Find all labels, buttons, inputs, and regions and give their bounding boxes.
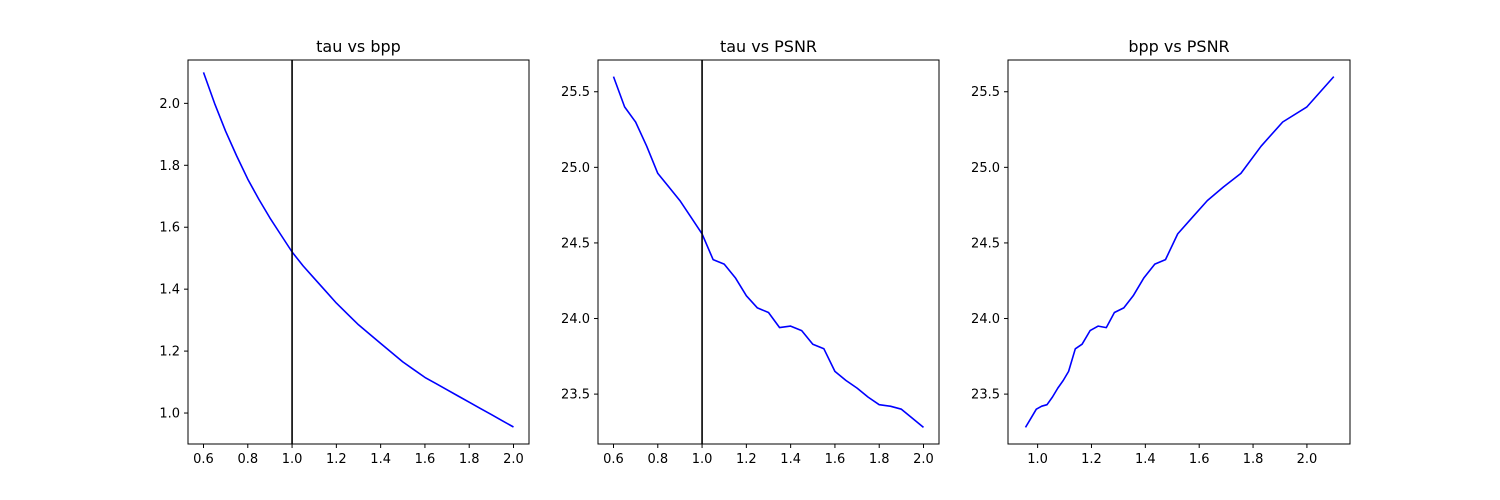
y-tick-label: 2.0 — [159, 97, 180, 112]
subplot-1: tau vs bpp 0.6 0.8 1.0 1.2 1.4 1.6 1.8 2.0 1.0 1.2… — [159, 37, 530, 467]
x-tick-label: 1.8 — [869, 452, 890, 467]
x-tick-label: 1.6 — [1189, 452, 1210, 467]
y-tick-label: 24.5 — [971, 236, 1000, 251]
chart-title: bpp vs PSNR — [1128, 37, 1229, 56]
x-tick-label: 0.8 — [647, 452, 668, 467]
series-line — [612, 76, 925, 429]
subplot-3: bpp vs PSNR 1.0 1.2 1.4 1.6 1.8 2.0 23.5 24.0 24.… — [971, 37, 1351, 467]
x-tick-label: 2.0 — [913, 452, 934, 467]
x-tick-label: 0.8 — [237, 452, 258, 467]
axes-frame — [597, 59, 940, 445]
y-tick-label: 25.0 — [971, 161, 1000, 176]
x-tick-label: 2.0 — [1297, 452, 1318, 467]
y-tick-label: 1.8 — [159, 159, 180, 174]
x-tick-label: 1.4 — [780, 452, 801, 467]
y-tick-label: 24.0 — [561, 312, 590, 327]
x-tick-label: 2.0 — [503, 452, 524, 467]
series-line — [202, 72, 514, 428]
y-tick-label: 23.5 — [561, 388, 590, 403]
y-tick-label: 1.2 — [159, 345, 180, 360]
axes-frame — [187, 59, 530, 445]
x-tick-label: 1.8 — [1243, 452, 1264, 467]
y-tick-label: 25.5 — [971, 85, 1000, 100]
x-tick-label: 1.2 — [326, 452, 347, 467]
chart-title: tau vs PSNR — [720, 37, 817, 56]
x-tick-label: 1.8 — [459, 452, 480, 467]
chart-title: tau vs bpp — [316, 37, 401, 56]
x-tick-label: 1.0 — [692, 452, 713, 467]
x-tick-label: 1.6 — [415, 452, 436, 467]
subplot-2: tau vs PSNR 0.6 0.8 1.0 1.2 1.4 1.6 1.8 2.0 23.5 2… — [561, 37, 940, 467]
x-tick-label: 1.2 — [1081, 452, 1102, 467]
x-tick-label: 1.2 — [736, 452, 757, 467]
series-line — [1024, 76, 1335, 428]
y-tick-label: 1.4 — [159, 283, 180, 298]
axes-frame — [1007, 59, 1351, 445]
y-tick-label: 25.0 — [561, 161, 590, 176]
x-tick-label: 1.4 — [370, 452, 391, 467]
x-tick-label: 0.6 — [193, 452, 214, 467]
x-tick-label: 1.0 — [282, 452, 303, 467]
x-tick-label: 0.6 — [603, 452, 624, 467]
x-tick-label: 1.0 — [1027, 452, 1048, 467]
y-tick-label: 24.0 — [971, 312, 1000, 327]
y-tick-label: 25.5 — [561, 85, 590, 100]
y-tick-label: 23.5 — [971, 388, 1000, 403]
x-tick-label: 1.4 — [1135, 452, 1156, 467]
x-tick-label: 1.6 — [825, 452, 846, 467]
y-tick-label: 1.6 — [159, 221, 180, 236]
y-tick-label: 1.0 — [159, 407, 180, 422]
y-tick-label: 24.5 — [561, 236, 590, 251]
